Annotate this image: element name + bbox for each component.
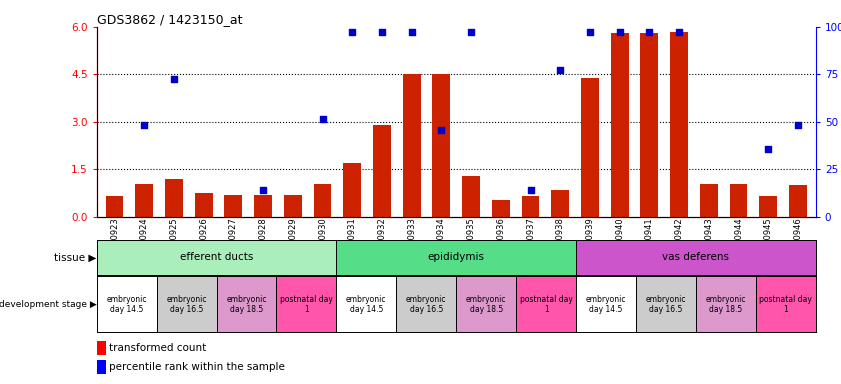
Text: efferent ducts: efferent ducts [180,252,253,262]
Bar [403,74,420,217]
Bar [581,78,599,217]
Text: embryonic
day 16.5: embryonic day 16.5 [167,295,207,314]
Bar [463,176,480,217]
Bar [700,184,717,217]
Point [167,76,181,82]
Bar [225,195,242,217]
Text: development stage ▶: development stage ▶ [0,300,97,309]
Bar [373,125,391,217]
Bar [492,200,510,217]
Bar [195,193,213,217]
Text: postnatal day
1: postnatal day 1 [280,295,333,314]
Text: vas deferens: vas deferens [663,252,729,262]
Bar [759,196,777,217]
Bar [97,341,106,355]
Point [553,66,567,73]
Bar [284,195,302,217]
Bar [611,33,628,217]
Bar [730,184,748,217]
Text: tissue ▶: tissue ▶ [55,252,97,262]
Bar [106,196,124,217]
Text: embryonic
day 14.5: embryonic day 14.5 [107,295,147,314]
Bar [343,163,361,217]
Bar [314,184,331,217]
Point [435,127,448,133]
Bar [135,184,153,217]
Point [761,146,775,152]
Text: percentile rank within the sample: percentile rank within the sample [109,362,285,372]
Text: embryonic
day 18.5: embryonic day 18.5 [466,295,506,314]
Point [405,28,419,35]
Text: embryonic
day 14.5: embryonic day 14.5 [346,295,387,314]
Bar [97,360,106,374]
Point [613,28,627,35]
Text: transformed count: transformed count [109,343,207,353]
Point [643,28,656,35]
Point [375,28,389,35]
Bar [670,31,688,217]
Text: embryonic
day 18.5: embryonic day 18.5 [706,295,746,314]
Point [346,28,359,35]
Text: embryonic
day 14.5: embryonic day 14.5 [586,295,627,314]
Point [524,187,537,193]
Point [464,28,478,35]
Point [791,122,805,128]
Text: embryonic
day 16.5: embryonic day 16.5 [646,295,686,314]
Bar [641,33,659,217]
Bar [254,195,272,217]
Bar [552,190,569,217]
Bar [789,185,807,217]
Point [672,28,685,35]
Point [257,187,270,193]
Point [138,122,151,128]
Text: epididymis: epididymis [428,252,484,262]
Text: embryonic
day 16.5: embryonic day 16.5 [406,295,447,314]
Bar [521,196,539,217]
Bar [165,179,182,217]
Point [316,116,330,122]
Text: GDS3862 / 1423150_at: GDS3862 / 1423150_at [97,13,242,26]
Text: postnatal day
1: postnatal day 1 [520,295,573,314]
Bar [432,74,450,217]
Point [583,28,596,35]
Text: embryonic
day 18.5: embryonic day 18.5 [226,295,267,314]
Text: postnatal day
1: postnatal day 1 [759,295,812,314]
